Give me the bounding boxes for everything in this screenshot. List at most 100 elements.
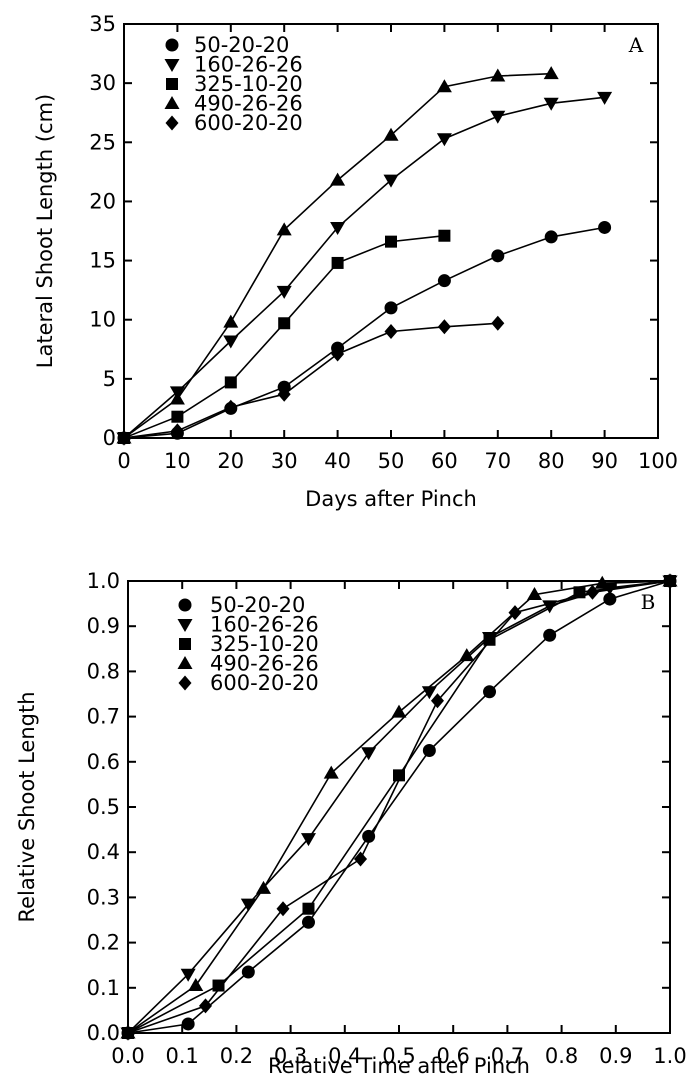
- data-point: [223, 335, 239, 349]
- series-160-26-26: [116, 91, 613, 446]
- data-point: [663, 573, 677, 589]
- y-tick-label: 0.8: [87, 659, 120, 683]
- data-point: [331, 256, 344, 269]
- data-point: [241, 965, 255, 979]
- data-point: [171, 410, 184, 423]
- legend-marker: [178, 675, 192, 691]
- data-point: [422, 744, 436, 757]
- series-600-20-20: [121, 573, 677, 1041]
- data-point: [169, 391, 185, 405]
- x-tick-label: 0.4: [328, 1044, 361, 1068]
- data-point: [170, 423, 184, 439]
- legend-marker: [177, 656, 193, 669]
- y-tick-label: 10: [89, 308, 116, 332]
- x-tick-label: 0.0: [111, 1044, 144, 1068]
- y-tick-label: 25: [89, 130, 116, 154]
- series-50-20-20: [117, 220, 612, 445]
- series-490-26-26: [116, 66, 559, 444]
- x-tick-label: 50: [378, 449, 405, 473]
- data-point: [385, 235, 397, 248]
- y-axis-label: Relative Shoot Length: [15, 691, 39, 922]
- x-tick-label: 0.8: [545, 1044, 578, 1068]
- series-line: [127, 580, 671, 1034]
- data-point: [490, 110, 506, 124]
- data-point: [527, 587, 542, 601]
- legend-label: 50-20-20: [194, 33, 289, 57]
- x-tick-label: 70: [484, 449, 511, 473]
- data-point: [276, 901, 290, 917]
- x-tick-label: 1.0: [653, 1044, 686, 1068]
- legend-label: 600-20-20: [210, 671, 319, 695]
- data-point: [438, 229, 451, 242]
- y-tick-label: 35: [89, 12, 116, 36]
- data-point: [594, 575, 610, 589]
- data-point: [224, 376, 237, 389]
- data-point: [362, 829, 376, 843]
- legend-marker: [166, 78, 178, 90]
- data-point: [436, 79, 452, 93]
- data-point: [508, 605, 522, 621]
- chart-panel-b: 0.0 0.1 0.2 0.3 0.4 0.5 0.6 0.7 0.8 0.9 1.0 0.0 0.1 0…: [15, 569, 687, 1078]
- data-point: [301, 915, 315, 929]
- y-tick-label: 1.0: [87, 569, 120, 593]
- data-point: [361, 747, 377, 761]
- data-point: [459, 648, 475, 662]
- data-point: [354, 851, 368, 867]
- legend-label: 325-10-20: [210, 632, 319, 656]
- series-line: [123, 322, 498, 439]
- x-tick-label: 20: [217, 449, 244, 473]
- data-point: [430, 693, 444, 709]
- data-point: [212, 979, 225, 992]
- data-point: [224, 399, 238, 415]
- data-point: [331, 346, 345, 362]
- y-tick-label: 30: [89, 71, 116, 95]
- data-point: [384, 324, 398, 340]
- data-point: [391, 704, 407, 718]
- series-600-20-20: [117, 315, 505, 446]
- series-line: [123, 234, 445, 439]
- y-tick-label: 0: [103, 426, 116, 450]
- x-tick-label: 90: [591, 449, 618, 473]
- y-tick-label: 0.9: [87, 614, 120, 638]
- y-tick-label: 15: [89, 249, 116, 273]
- legend-label: 160-26-26: [210, 613, 319, 637]
- data-point: [491, 249, 505, 263]
- data-point: [585, 584, 599, 600]
- legend-marker: [164, 96, 180, 109]
- data-point: [188, 978, 204, 992]
- data-point: [117, 430, 131, 446]
- data-point: [544, 230, 558, 244]
- x-tick-label: 0.1: [165, 1044, 198, 1068]
- x-tick-label: 0: [117, 449, 130, 473]
- series-line: [127, 580, 671, 1034]
- data-point: [483, 685, 497, 699]
- x-tick-label: 0.9: [599, 1044, 632, 1068]
- y-tick-label: 0.0: [87, 1021, 120, 1045]
- y-tick-label: 0.3: [87, 885, 120, 909]
- legend-label: 600-20-20: [194, 111, 303, 135]
- legend-marker: [164, 59, 180, 72]
- x-tick-label: 30: [271, 449, 298, 473]
- data-point: [300, 833, 316, 847]
- y-tick-label: 20: [89, 189, 116, 213]
- legend-label: 490-26-26: [210, 652, 319, 676]
- data-point: [542, 600, 558, 614]
- data-point: [181, 1017, 195, 1031]
- legend-label: 50-20-20: [210, 593, 305, 617]
- data-point: [302, 902, 315, 915]
- data-point: [543, 97, 559, 111]
- x-tick-label: 0.3: [274, 1044, 307, 1068]
- data-point: [543, 66, 559, 80]
- data-point: [277, 386, 291, 402]
- data-point: [330, 221, 346, 235]
- legend-label: 325-10-20: [194, 72, 303, 96]
- data-point: [491, 315, 505, 331]
- y-tick-label: 0.2: [87, 931, 120, 955]
- data-point: [483, 633, 496, 646]
- series-325-10-20: [122, 575, 676, 1039]
- legend-marker: [177, 619, 193, 632]
- y-tick-label: 0.6: [87, 750, 120, 774]
- data-point: [180, 968, 196, 982]
- legend-marker: [178, 598, 192, 612]
- data-point: [199, 998, 213, 1014]
